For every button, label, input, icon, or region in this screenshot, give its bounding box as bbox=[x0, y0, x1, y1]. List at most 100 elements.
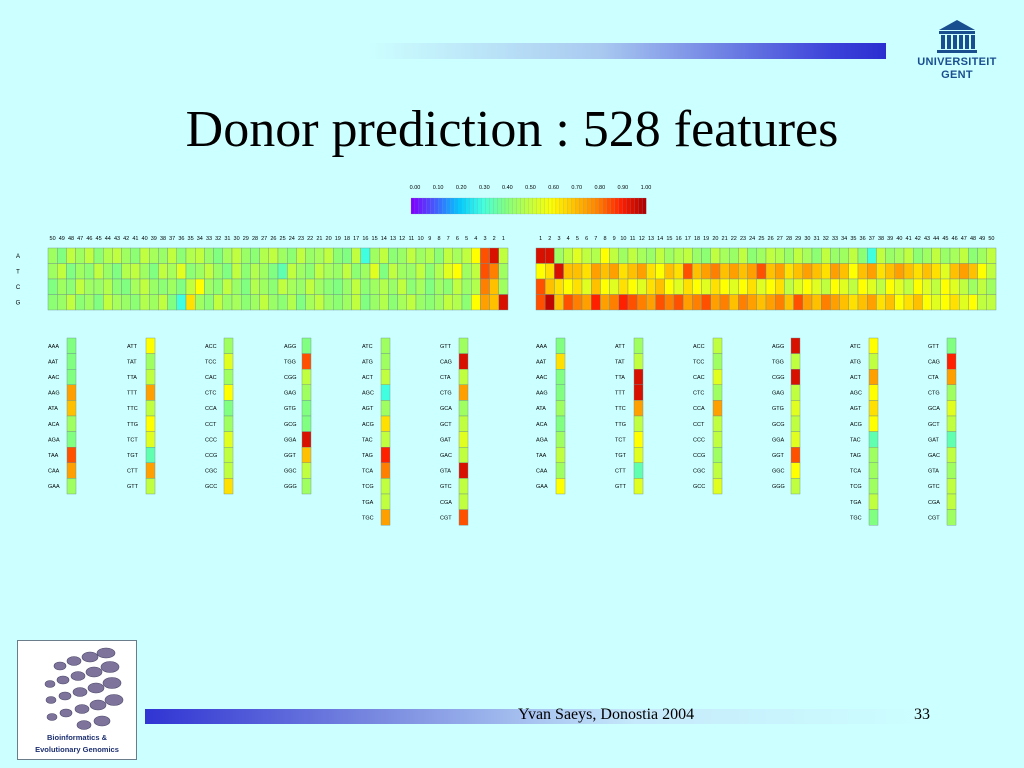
scale-bar-segment bbox=[551, 197, 557, 215]
trinucleotide-label: CGT bbox=[440, 515, 452, 521]
scale-tick-label: 0.50 bbox=[525, 185, 536, 191]
scale-bar-segment bbox=[512, 197, 518, 215]
heatmap-cell bbox=[139, 294, 150, 311]
heatmap-cell bbox=[415, 278, 426, 295]
trinucleotide-label: CCC bbox=[205, 437, 217, 443]
heatmap-cell bbox=[204, 278, 214, 295]
scale-tick-label: 0.90 bbox=[618, 185, 629, 191]
heatmap-cell bbox=[637, 278, 647, 295]
trinucleotide-label: CTA bbox=[440, 375, 451, 381]
position-label: 1 bbox=[502, 236, 505, 242]
trinucleotide-label: CTT bbox=[127, 469, 138, 475]
heatmap-cell bbox=[66, 247, 76, 264]
trinucleotide-cell bbox=[458, 493, 469, 510]
trinucleotide-label: ATG bbox=[362, 359, 373, 365]
scale-bar-segment bbox=[559, 197, 565, 215]
heatmap-cell bbox=[738, 263, 748, 280]
heatmap-cell bbox=[287, 263, 297, 280]
heatmap-cell bbox=[176, 247, 187, 264]
position-label: 43 bbox=[114, 236, 120, 242]
position-label: 30 bbox=[234, 236, 240, 242]
scale-bar-segment bbox=[414, 197, 420, 215]
scale-bar-segment bbox=[575, 197, 580, 215]
heatmap-cell bbox=[204, 247, 214, 264]
heatmap-cell bbox=[729, 247, 739, 264]
position-label: 37 bbox=[869, 236, 875, 242]
heatmap-cell bbox=[480, 263, 490, 280]
scale-bar-segment bbox=[465, 197, 471, 215]
heatmap-cell bbox=[397, 263, 408, 280]
heatmap-cell bbox=[839, 294, 849, 311]
position-label: 34 bbox=[841, 236, 847, 242]
trinucleotide-label: GGA bbox=[284, 437, 297, 443]
heatmap-cell bbox=[167, 294, 178, 311]
heatmap-cell bbox=[545, 294, 555, 311]
trinucleotide-label: AGG bbox=[772, 344, 784, 350]
heatmap-cell bbox=[296, 294, 306, 311]
trinucleotide-cell bbox=[458, 447, 469, 464]
heatmap-cell bbox=[93, 278, 104, 295]
trinucleotide-label: TCT bbox=[127, 437, 138, 443]
heatmap-cell bbox=[986, 294, 997, 311]
heatmap-cell bbox=[489, 247, 500, 264]
trinucleotide-cell bbox=[223, 415, 234, 432]
trinucleotide-label: CAC bbox=[205, 375, 217, 381]
trinucleotide-label: GCT bbox=[440, 422, 452, 428]
position-label: 35 bbox=[850, 236, 856, 242]
trinucleotide-cell bbox=[868, 415, 879, 432]
heatmap-cell bbox=[802, 263, 813, 280]
trinucleotide-cell bbox=[946, 368, 957, 385]
scale-bar-segment bbox=[638, 197, 643, 215]
heatmap-cell bbox=[240, 263, 251, 280]
trinucleotide-label: CCA bbox=[693, 406, 705, 412]
heatmap-cell bbox=[194, 278, 205, 295]
position-label: 22 bbox=[307, 236, 313, 242]
position-label: 36 bbox=[860, 236, 866, 242]
position-label: 49 bbox=[979, 236, 985, 242]
position-label: 11 bbox=[630, 236, 636, 242]
position-label: 16 bbox=[676, 236, 682, 242]
position-label: 34 bbox=[197, 236, 203, 242]
heatmap-cell bbox=[747, 263, 757, 280]
heatmap-cell bbox=[277, 294, 288, 311]
heatmap-cell bbox=[287, 278, 297, 295]
nucleotide-row-label: A bbox=[16, 254, 20, 260]
heatmap-cell bbox=[314, 294, 325, 311]
trinucleotide-cell bbox=[790, 400, 801, 417]
heatmap-cell bbox=[434, 278, 444, 295]
trinucleotide-label: GCG bbox=[772, 422, 785, 428]
bioinformatics-group-logo: Bioinformatics & Evolutionary Genomics bbox=[17, 640, 137, 760]
heatmap-cell bbox=[333, 263, 343, 280]
heatmap-cell bbox=[894, 247, 905, 264]
heatmap-cell bbox=[701, 278, 711, 295]
heatmap-cell bbox=[830, 294, 840, 311]
scale-bar-segment bbox=[497, 197, 502, 215]
heatmap-cell bbox=[452, 263, 463, 280]
trinucleotide-label: ATA bbox=[48, 406, 58, 412]
heatmap-cell bbox=[379, 278, 389, 295]
heatmap-cell bbox=[673, 294, 684, 311]
trinucleotide-label: CTT bbox=[615, 469, 626, 475]
heatmap-cell bbox=[848, 294, 859, 311]
heatmap-cell bbox=[185, 278, 196, 295]
trinucleotide-cell bbox=[223, 368, 234, 385]
position-label: 7 bbox=[594, 236, 597, 242]
position-label: 38 bbox=[160, 236, 166, 242]
heatmap-cell bbox=[57, 263, 67, 280]
heatmap-cell bbox=[793, 278, 803, 295]
position-label: 22 bbox=[731, 236, 737, 242]
trinucleotide-label: GAA bbox=[536, 484, 548, 490]
position-label: 45 bbox=[96, 236, 102, 242]
heatmap-cell bbox=[683, 247, 693, 264]
trinucleotide-cell bbox=[223, 478, 234, 495]
heatmap-cell bbox=[931, 278, 941, 295]
trinucleotide-label: ATC bbox=[362, 344, 373, 350]
trinucleotide-label: CTA bbox=[928, 375, 939, 381]
heatmap-cell bbox=[277, 278, 288, 295]
trinucleotide-cell bbox=[555, 447, 566, 464]
scale-bar-segment bbox=[504, 197, 510, 215]
trinucleotide-cell bbox=[946, 462, 957, 479]
heatmap-cell bbox=[185, 263, 196, 280]
heatmap-cell bbox=[545, 263, 555, 280]
trinucleotide-cell bbox=[633, 400, 644, 417]
